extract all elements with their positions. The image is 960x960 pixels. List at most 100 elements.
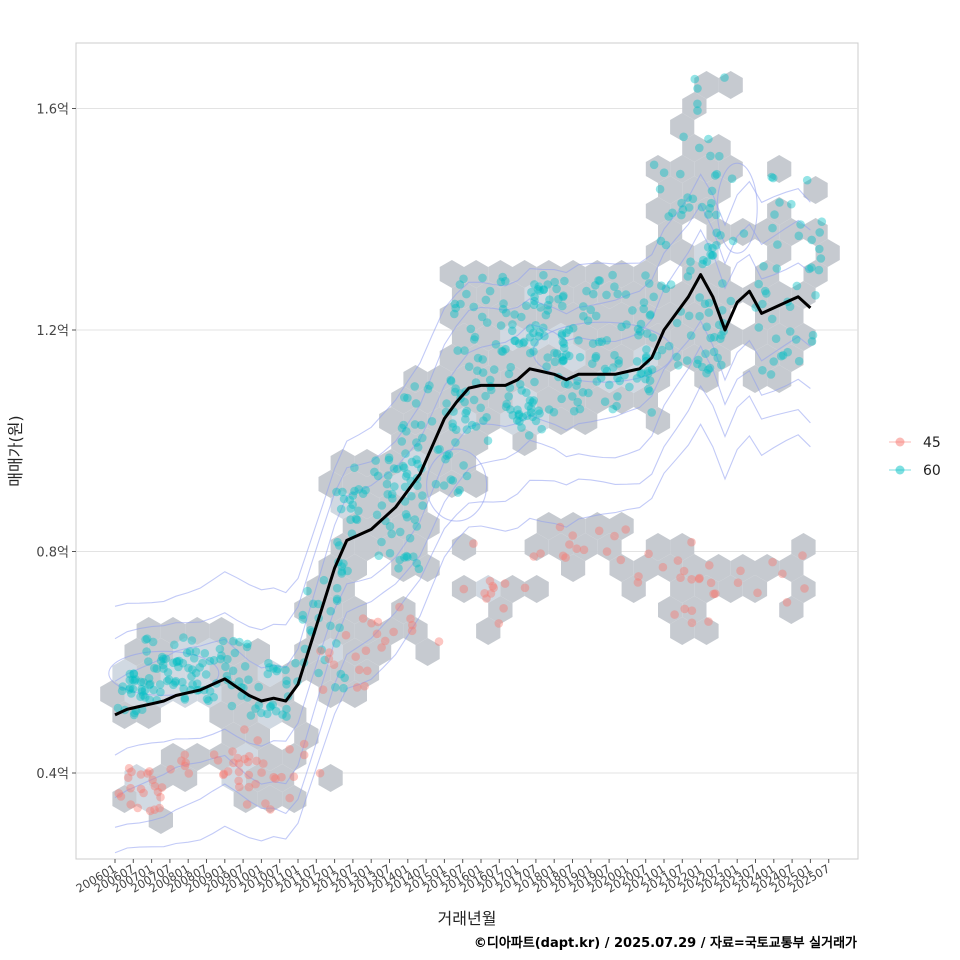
point-60 [608, 363, 618, 372]
point-60 [460, 346, 469, 355]
point-60 [657, 345, 667, 355]
point-60 [506, 362, 515, 372]
point-45 [157, 783, 167, 792]
point-60 [769, 357, 778, 366]
point-45 [500, 579, 510, 588]
point-45 [234, 776, 243, 786]
point-60 [481, 295, 491, 305]
point-60 [704, 134, 713, 144]
hexbin-cell [342, 470, 367, 498]
point-45 [116, 792, 126, 801]
point-60 [402, 551, 411, 561]
point-45 [148, 775, 157, 785]
point-60 [707, 251, 717, 260]
point-60 [550, 277, 559, 287]
point-60 [639, 298, 649, 307]
point-60 [339, 683, 348, 693]
point-60 [767, 314, 777, 324]
point-60 [597, 337, 607, 347]
point-60 [254, 701, 264, 710]
hexbin-cell [791, 533, 816, 561]
point-60 [695, 311, 704, 321]
point-45 [633, 578, 643, 587]
point-60 [125, 675, 135, 685]
legend-label-60: 60 [923, 463, 941, 479]
point-60 [473, 353, 483, 363]
point-60 [179, 633, 188, 642]
hexbin-cell [403, 491, 428, 519]
point-45 [687, 537, 696, 547]
point-45 [259, 759, 268, 768]
point-60 [149, 685, 158, 695]
point-60 [187, 636, 197, 645]
hexbin-cell [706, 554, 731, 582]
point-60 [522, 301, 531, 311]
density-contour [108, 650, 220, 696]
hexbin-cell [585, 386, 610, 414]
point-60 [707, 186, 717, 196]
point-60 [707, 198, 716, 208]
point-60 [517, 386, 526, 395]
hexbin-cell [767, 155, 792, 183]
point-60 [622, 320, 631, 329]
hexbin-cell [682, 260, 707, 288]
hexbin-cell [755, 218, 780, 246]
point-60 [635, 327, 645, 336]
point-60 [530, 280, 539, 289]
point-60 [516, 380, 525, 389]
point-60 [178, 658, 188, 668]
hexbin-cell [257, 701, 283, 729]
point-45 [486, 589, 496, 598]
point-60 [695, 293, 704, 302]
point-45 [127, 767, 136, 777]
hexbin-cell [633, 260, 658, 288]
hexbin-cell [706, 134, 731, 162]
point-45 [695, 573, 704, 583]
point-60 [584, 388, 593, 398]
hexbin-cell [148, 806, 173, 834]
point-60 [574, 336, 583, 345]
point-60 [572, 381, 581, 390]
point-60 [600, 364, 610, 374]
point-60 [645, 386, 654, 396]
point-60 [446, 376, 456, 386]
point-60 [693, 106, 702, 115]
point-60 [389, 464, 399, 473]
point-60 [710, 171, 720, 180]
point-60 [796, 220, 805, 229]
point-45 [694, 574, 704, 584]
point-60 [455, 280, 465, 289]
point-60 [412, 455, 421, 464]
hexbin-cell [330, 575, 355, 603]
hexbin-cell [391, 428, 416, 456]
point-60 [180, 695, 190, 704]
point-60 [649, 292, 658, 302]
point-60 [504, 369, 514, 379]
hexbin-cell [694, 239, 719, 267]
point-60 [405, 533, 415, 543]
hexbin-cell [524, 323, 549, 351]
point-60 [811, 291, 820, 300]
point-60 [768, 223, 777, 233]
point-60 [690, 74, 700, 84]
point-60 [251, 704, 260, 713]
point-60 [704, 210, 713, 219]
point-45 [363, 666, 372, 676]
hexbin-cell [779, 218, 804, 246]
point-60 [413, 481, 422, 491]
point-60 [332, 487, 341, 497]
hexbin-cell [524, 533, 549, 561]
hexbin-cell [500, 407, 525, 435]
point-45 [572, 544, 581, 553]
point-60 [142, 647, 151, 656]
point-60 [759, 262, 768, 271]
point-60 [346, 515, 355, 524]
point-60 [543, 300, 553, 310]
hexbin-cell [645, 239, 671, 267]
hexbin-cell [245, 764, 270, 792]
point-60 [496, 277, 506, 287]
hexbin-cell [755, 260, 780, 288]
point-60 [137, 684, 146, 694]
point-45 [658, 562, 668, 572]
point-60 [169, 680, 178, 690]
